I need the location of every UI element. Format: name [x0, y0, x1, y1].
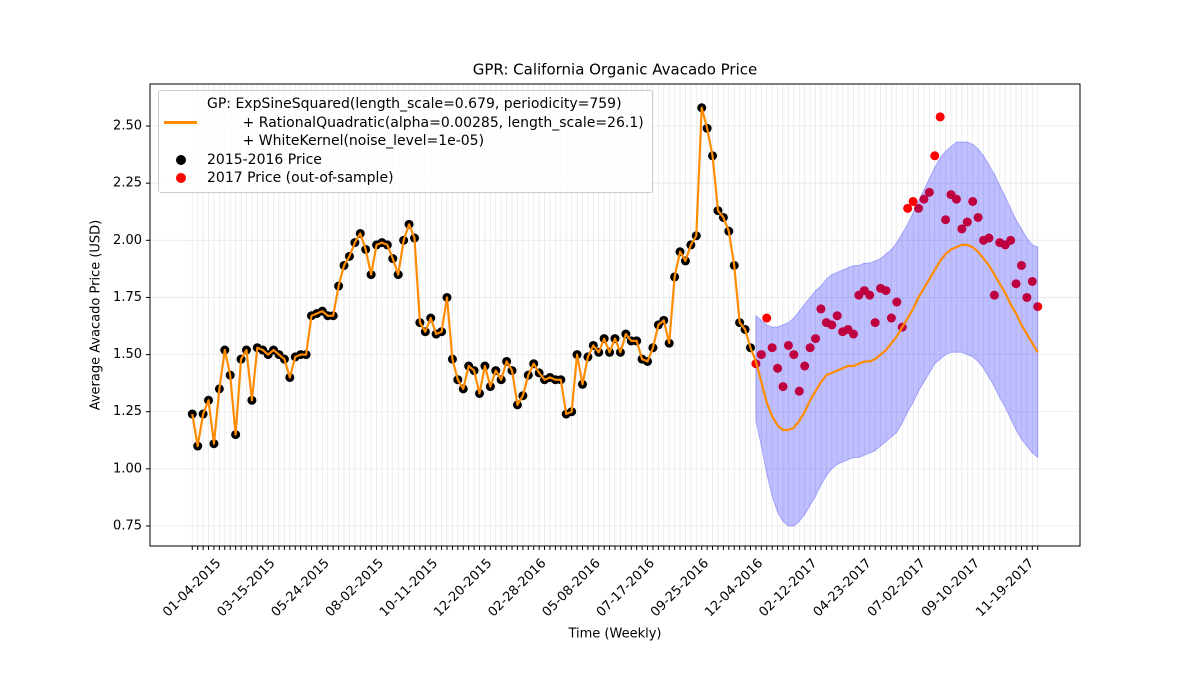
y-tick-label: 2.25 — [113, 176, 142, 191]
y-axis-label: Average Avacado Price (USD) — [89, 220, 104, 411]
data-point — [919, 194, 929, 204]
legend: GP: ExpSineSquared(length_scale=0.679, p… — [158, 90, 653, 193]
data-point — [778, 382, 788, 392]
data-point — [783, 340, 793, 350]
data-point — [1016, 260, 1026, 270]
data-point — [811, 334, 821, 344]
legend-label: 2015-2016 Price — [207, 151, 322, 168]
data-point — [848, 329, 858, 339]
x-axis-label: Time (Weekly) — [567, 627, 661, 642]
data-point — [805, 343, 815, 353]
confidence-band — [755, 141, 1039, 527]
y-tick-label: 1.00 — [113, 461, 142, 476]
legend-entry: GP: ExpSineSquared(length_scale=0.679, p… — [159, 95, 644, 151]
data-point — [870, 318, 880, 328]
data-point — [892, 297, 902, 307]
y-tick-label: 2.00 — [113, 233, 142, 248]
data-point — [800, 361, 810, 371]
y-tick-label: 1.25 — [113, 404, 142, 419]
data-point — [935, 112, 945, 122]
legend-label: GP: ExpSineSquared(length_scale=0.679, p… — [207, 96, 644, 149]
y-tick-label: 2.50 — [113, 119, 142, 134]
data-point — [767, 343, 777, 353]
data-point — [1022, 292, 1032, 302]
data-point — [941, 215, 951, 225]
data-point — [1033, 302, 1043, 312]
legend-entry: 2017 Price (out-of-sample) — [159, 169, 644, 188]
data-point — [865, 290, 875, 300]
data-point — [886, 313, 896, 323]
data-point — [989, 290, 999, 300]
chart-title: GPR: California Organic Avacado Price — [473, 61, 758, 79]
data-point — [930, 151, 940, 161]
data-point — [1006, 235, 1016, 245]
data-point — [789, 350, 799, 360]
data-point — [794, 386, 804, 396]
data-point — [924, 187, 934, 197]
data-point — [968, 196, 978, 206]
legend-label: 2017 Price (out-of-sample) — [207, 170, 394, 186]
data-point — [951, 194, 961, 204]
line — [191, 106, 1039, 448]
data-point — [756, 350, 766, 360]
data-point — [816, 304, 826, 314]
data-point — [957, 224, 967, 234]
plot-area — [187, 103, 1043, 527]
legend-entry: 2015-2016 Price — [159, 151, 644, 170]
data-point — [773, 363, 783, 373]
legend-symbol — [159, 114, 207, 132]
data-point — [762, 313, 772, 323]
data-point — [984, 233, 994, 243]
legend-symbol — [159, 169, 207, 187]
data-point — [962, 217, 972, 227]
data-point — [827, 320, 837, 330]
data-point — [973, 212, 983, 222]
legend-symbol — [159, 151, 207, 169]
y-tick-label: 1.50 — [113, 347, 142, 362]
data-point — [1011, 279, 1021, 289]
data-point — [881, 286, 891, 296]
data-point — [908, 196, 918, 206]
data-point — [1027, 276, 1037, 286]
data-point — [187, 409, 197, 419]
data-point — [903, 203, 913, 213]
y-tick-label: 1.75 — [113, 290, 142, 305]
data-point — [832, 311, 842, 321]
data-point — [913, 203, 923, 213]
x-tick-label: 11-19-2017 — [973, 556, 1037, 620]
y-tick-label: 0.75 — [113, 519, 142, 534]
